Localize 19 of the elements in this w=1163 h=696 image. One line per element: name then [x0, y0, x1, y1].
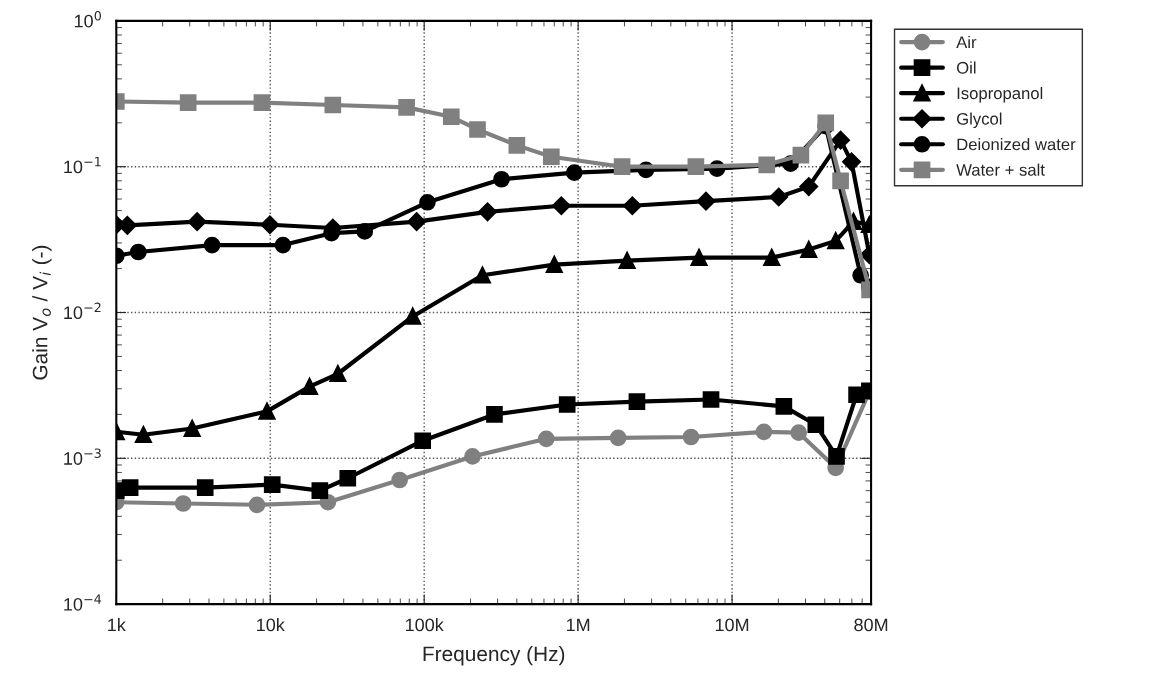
x-tick-label: 10M	[715, 618, 749, 632]
x-tick-label: 1k	[108, 618, 126, 632]
y-tick-label: 10$^{−4}$	[64, 594, 102, 611]
y-axis-title: Gain V$_{o}$ / V$_{i}$ (-)	[32, 245, 52, 380]
legend-label: Glycol	[957, 112, 1002, 129]
x-axis-title: Frequency (Hz)	[423, 645, 565, 666]
y-tick-label: 10$^{0}$	[74, 10, 101, 28]
legend-label: Oil	[956, 61, 976, 74]
legend-label: Air	[956, 35, 977, 48]
legend-label: Water + salt	[956, 163, 1045, 176]
y-tick-label: 10$^{−2}$	[64, 302, 101, 320]
x-tick-label: 100k	[405, 618, 444, 632]
y-tick-label: 10$^{−1}$	[64, 156, 101, 174]
x-tick-label: 80M	[854, 618, 888, 632]
x-tick-label: 1M	[566, 618, 590, 632]
x-tick-label: 10k	[257, 618, 285, 632]
y-tick-label: 10$^{−3}$	[64, 448, 101, 465]
legend-label: Isopropanol	[957, 86, 1043, 103]
legend-label: Deionized water	[957, 138, 1076, 151]
